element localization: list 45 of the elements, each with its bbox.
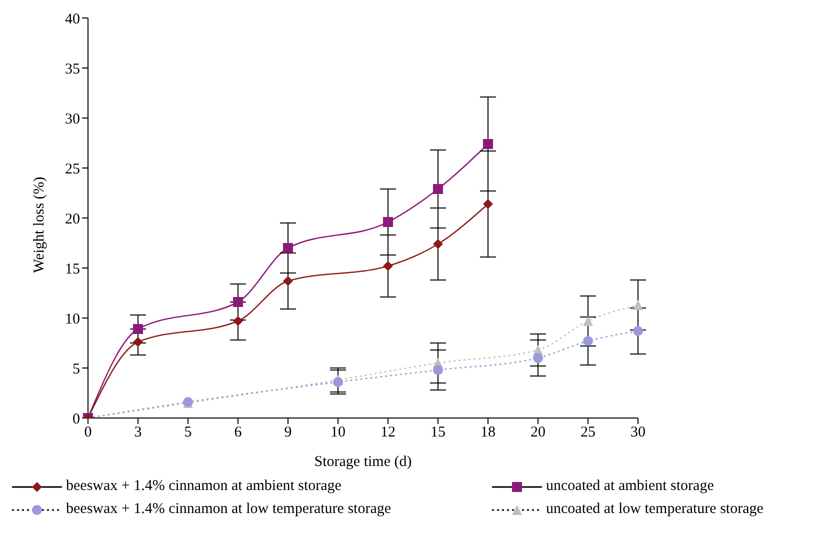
x-tick-label: 9 <box>284 424 292 441</box>
x-tick-label: 10 <box>330 424 346 441</box>
y-tick-label: 20 <box>65 211 80 228</box>
point <box>633 326 643 336</box>
x-tick-label: 0 <box>84 424 92 441</box>
point <box>583 316 593 326</box>
point <box>433 239 443 249</box>
point <box>433 184 443 194</box>
point <box>283 243 293 253</box>
point <box>233 297 243 307</box>
y-tick-label: 25 <box>65 161 80 178</box>
y-axis-title: Weight loss (%) <box>31 176 48 273</box>
y-tick-label: 35 <box>65 61 80 78</box>
point <box>483 199 493 209</box>
point <box>283 276 293 286</box>
x-tick-label: 12 <box>380 424 396 441</box>
y-tick-label: 5 <box>72 361 80 378</box>
legend-label: beeswax + 1.4% cinnamon at ambient storage <box>66 478 342 495</box>
legend-label: uncoated at low temperature storage <box>546 501 764 518</box>
x-tick-label: 18 <box>480 424 496 441</box>
y-tick-label: 0 <box>72 411 80 428</box>
point <box>133 324 143 334</box>
point <box>233 316 243 326</box>
point <box>383 217 393 227</box>
y-tick-label: 30 <box>65 111 80 128</box>
y-tick-label: 15 <box>65 261 80 278</box>
x-tick-label: 25 <box>580 424 596 441</box>
point <box>133 337 143 347</box>
point <box>633 300 643 310</box>
point <box>483 139 493 149</box>
point <box>583 336 593 346</box>
point <box>383 261 393 271</box>
legend-label: beeswax + 1.4% cinnamon at low temperature storage <box>66 501 392 518</box>
x-axis-title: Storage time (d) <box>314 454 412 470</box>
y-tick-label: 40 <box>65 11 80 28</box>
x-tick-label: 3 <box>134 424 142 441</box>
point <box>533 353 543 363</box>
x-tick-label: 6 <box>234 424 242 441</box>
x-tick-label: 20 <box>530 424 546 441</box>
x-tick-label: 5 <box>184 424 192 441</box>
legend-label: uncoated at ambient storage <box>546 478 714 495</box>
x-tick-label: 15 <box>430 424 446 441</box>
y-tick-label: 10 <box>65 311 80 328</box>
point <box>433 365 443 375</box>
x-tick-label: 30 <box>630 424 646 441</box>
